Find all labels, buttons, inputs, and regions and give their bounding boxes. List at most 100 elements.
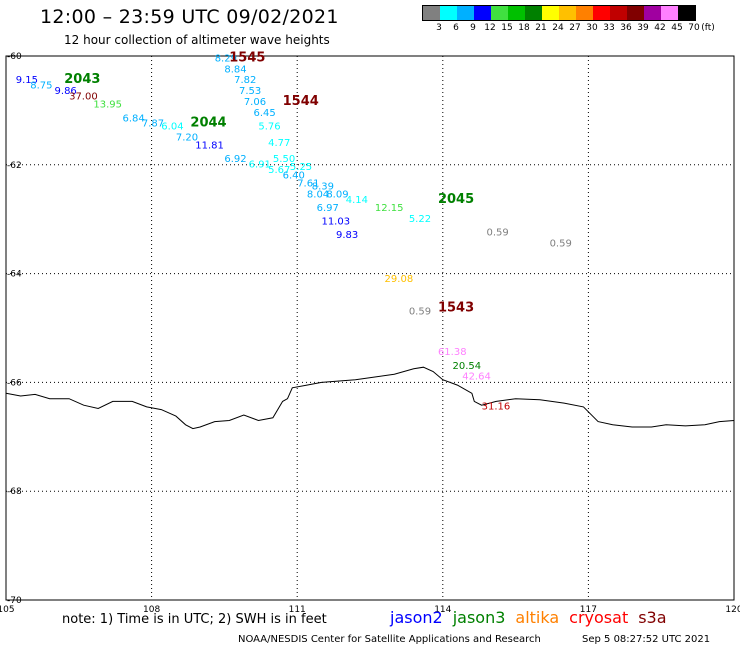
lon-label: 108: [143, 605, 160, 615]
wave-height-value: 0.59: [550, 238, 572, 249]
legend-swatch: [678, 6, 695, 20]
legend-label: 70: [688, 23, 700, 33]
wave-height-value: 6.97: [317, 203, 339, 214]
wave-height-value: 6.04: [161, 121, 183, 132]
map-title: 12:00 – 23:59 UTC 09/02/2021: [40, 6, 339, 28]
lat-label: -66: [7, 378, 22, 388]
legend-swatch: [644, 6, 661, 20]
wave-height-value: 0.59: [409, 306, 431, 317]
track-time-label: 1544: [283, 94, 319, 109]
track-time-label: 2043: [64, 72, 100, 87]
legend-swatch: [508, 6, 525, 20]
wave-height-value: 12.15: [375, 203, 404, 214]
legend-swatch: [474, 6, 491, 20]
wave-height-value: 7.53: [239, 86, 261, 97]
wave-height-value: 5.76: [258, 121, 280, 132]
wave-height-value: 4.77: [268, 138, 290, 149]
lon-label: 111: [289, 605, 306, 615]
lat-label: -60: [7, 52, 22, 62]
legend-labels: 3 6 9 12 15 18 21 24 27 30 33 36 39 42 45 70 (ft): [422, 21, 715, 35]
legend-label: 21: [535, 23, 547, 33]
legend-unit: (ft): [701, 23, 715, 33]
legend-swatch: [559, 6, 576, 20]
wave-height-value: 8.29: [215, 53, 237, 64]
lat-label: -62: [7, 161, 22, 171]
wave-height-value: 8.39: [312, 181, 334, 192]
legend-label: 27: [569, 23, 581, 33]
legend-color-bar: [422, 5, 696, 21]
wave-height-value: 11.03: [321, 217, 350, 228]
wave-height-value: 42.64: [462, 372, 491, 383]
wave-height-value: 7.06: [244, 97, 266, 108]
map-frame: [5, 55, 735, 601]
legend-swatch: [457, 6, 474, 20]
satellite-label-jason2: jason2: [390, 608, 443, 627]
legend-label: 3: [436, 23, 442, 33]
wave-height-value: 5.67: [268, 165, 290, 176]
wave-height-value: 37.00: [69, 92, 98, 103]
satellite-label-cryosat: cryosat: [569, 608, 629, 627]
track-time-label: 1543: [438, 301, 474, 316]
satellite-label-altika: altika: [515, 608, 560, 627]
lon-label: 105: [0, 605, 15, 615]
legend-swatch: [525, 6, 542, 20]
wave-height-value: 4.14: [346, 195, 368, 206]
wave-height-value: 5.22: [409, 214, 431, 225]
wave-height-value: 5.25: [290, 162, 312, 173]
wave-height-value: 9.15: [16, 75, 38, 86]
legend-swatch: [423, 6, 440, 20]
legend-swatch: [627, 6, 644, 20]
lat-label: -64: [7, 270, 22, 280]
legend-label: 42: [654, 23, 666, 33]
wave-height-value: 9.83: [336, 230, 358, 241]
wave-height-value: 7.87: [142, 119, 164, 130]
satellite-label-jason3: jason3: [452, 608, 506, 627]
wave-height-value: 0.59: [486, 228, 508, 239]
legend-swatch: [593, 6, 610, 20]
wave-height-value: 8.75: [30, 81, 52, 92]
legend-label: 36: [620, 23, 632, 33]
legend-label: 24: [552, 23, 564, 33]
satellite-label-s3a: s3a: [638, 608, 667, 627]
footer-timestamp: Sep 5 08:27:52 UTC 2021: [582, 634, 711, 645]
track-time-label: 2045: [438, 192, 474, 207]
legend-label: 45: [671, 23, 683, 33]
legend-label: 18: [518, 23, 530, 33]
lat-label: -68: [7, 487, 22, 497]
track-time-label: 1545: [229, 50, 265, 65]
legend-swatch: [661, 6, 678, 20]
wave-height-value: 6.91: [249, 160, 271, 171]
wave-height-value: 6.84: [122, 113, 144, 124]
wave-height-value: 5.50: [273, 154, 295, 165]
wave-height-value: 7.82: [234, 75, 256, 86]
wave-height-value: 6.40: [283, 170, 305, 181]
antarctic-coastline: [5, 366, 735, 430]
lon-label: 114: [434, 605, 451, 615]
lon-label: 117: [580, 605, 597, 615]
footer-credit: NOAA/NESDIS Center for Satellite Applica…: [238, 634, 541, 645]
wave-height-value: 20.54: [453, 361, 482, 372]
legend-label: 9: [470, 23, 476, 33]
lon-label: 120: [725, 605, 740, 615]
map-subtitle: 12 hour collection of altimeter wave hei…: [64, 33, 330, 47]
wave-height-value: 7.20: [176, 132, 198, 143]
footer-note: note: 1) Time is in UTC; 2) SWH is in fe…: [62, 612, 327, 627]
legend-label: 15: [501, 23, 513, 33]
wave-height-value: 29.08: [385, 274, 414, 285]
wave-height-value: 31.16: [482, 402, 511, 413]
wave-height-value: 9.86: [55, 86, 77, 97]
legend-label: 33: [603, 23, 615, 33]
satellite-legend: jason2 jason3 altika cryosat s3a: [390, 608, 667, 627]
wave-height-value: 7.61: [297, 179, 319, 190]
legend-label: 6: [453, 23, 459, 33]
wave-height-value: 13.95: [93, 100, 122, 111]
legend-swatch: [440, 6, 457, 20]
legend-label: 39: [637, 23, 649, 33]
lat-label: -70: [7, 596, 22, 606]
legend-label: 12: [484, 23, 496, 33]
legend-label: 30: [586, 23, 598, 33]
wave-height-value: 61.38: [438, 347, 467, 358]
legend-swatch: [491, 6, 508, 20]
wave-height-value: 8.84: [224, 64, 246, 75]
